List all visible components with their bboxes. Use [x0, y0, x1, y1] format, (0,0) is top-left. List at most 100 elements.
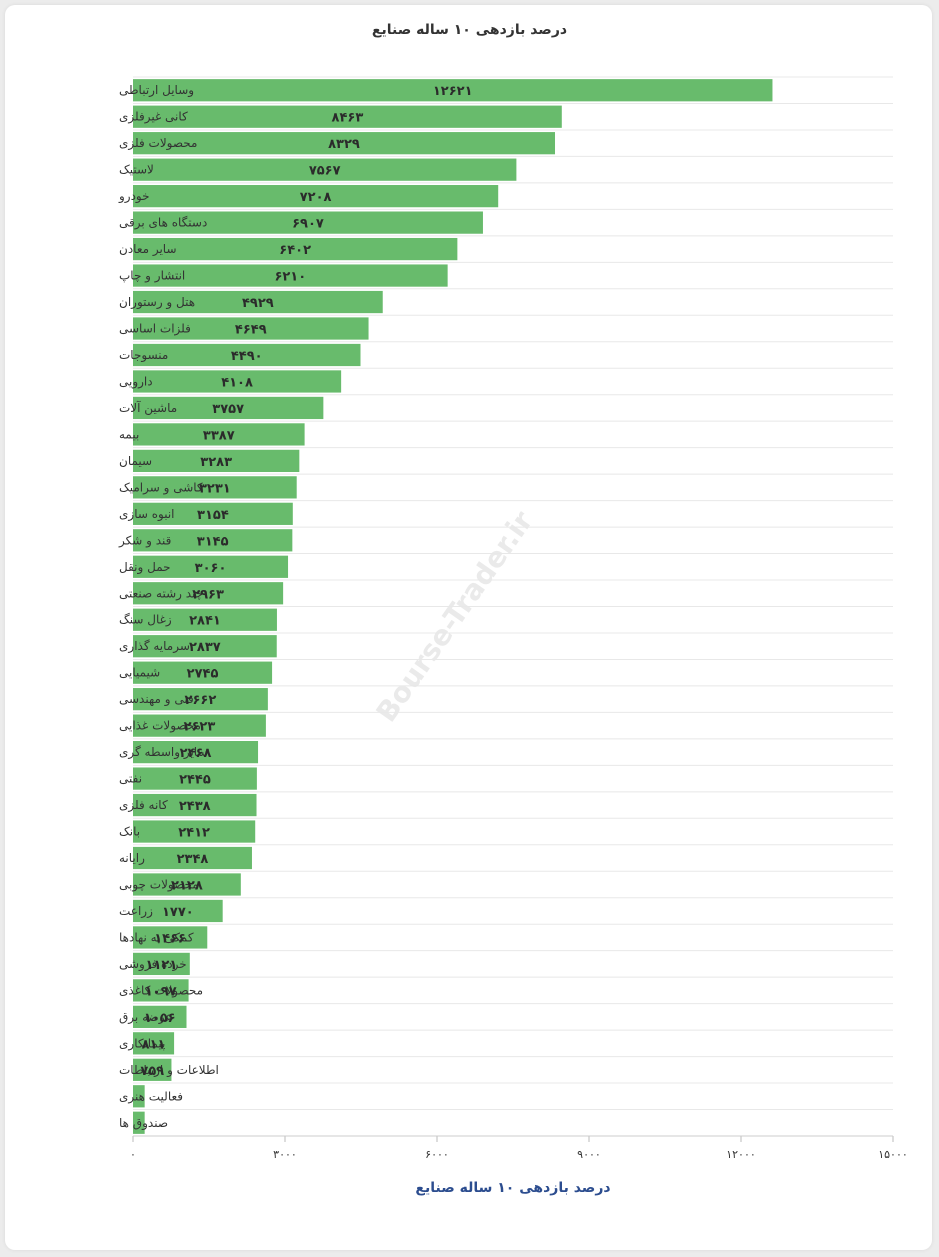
bar	[133, 740, 259, 764]
data-label: ۶۴۰۲	[279, 243, 311, 258]
category-label: کانه فلزی	[119, 798, 168, 813]
bar	[133, 396, 324, 420]
data-label: ۸۳۲۹	[328, 137, 360, 152]
x-tick-label: ۳۰۰۰	[273, 1148, 297, 1161]
data-label: ۳۳۸۷	[203, 428, 235, 443]
category-label: بیمه	[119, 427, 139, 441]
bar	[133, 476, 297, 499]
data-label: ۲۴۴۵	[179, 773, 211, 788]
x-tick-label: ۱۵۰۰۰	[878, 1148, 908, 1161]
data-label: ۱۰۵۶	[144, 1011, 176, 1026]
bar	[133, 158, 517, 181]
data-label: ۷۵۹	[140, 1064, 164, 1079]
bar	[133, 264, 448, 287]
category-label: سایر واسطه گری	[119, 745, 208, 760]
bar	[133, 211, 483, 234]
category-label: محصولات کاغذی	[119, 983, 203, 998]
bar	[133, 979, 189, 1002]
data-label: ۱۴۶۶	[154, 931, 186, 946]
bar	[133, 793, 257, 817]
category-label: انبوه سازی	[119, 507, 175, 522]
data-label: ۲۱۲۸	[171, 878, 203, 893]
data-label: ۲۴۳۸	[179, 799, 211, 814]
bar	[133, 317, 369, 340]
bar	[133, 79, 773, 102]
category-label: سایر معادن	[119, 242, 177, 257]
bar	[133, 820, 256, 843]
data-label: ۲۹۶۳	[192, 587, 224, 602]
data-label: ۳۱۵۴	[197, 508, 229, 523]
x-tick-label: ۶۰۰۰	[425, 1148, 449, 1161]
category-label: شیمیایی	[119, 666, 160, 680]
category-label: فعالیت هنری	[119, 1089, 183, 1104]
data-label: ۳۲۳۱	[199, 481, 231, 496]
category-label: سیمان	[119, 454, 152, 468]
category-label: رایانه	[119, 851, 145, 866]
bar	[133, 502, 293, 525]
bar	[133, 635, 277, 658]
data-label: ۷۲۰۸	[300, 190, 332, 205]
bar	[133, 1032, 175, 1055]
data-label: ۳۷۵۷	[212, 402, 244, 417]
data-label: ۲۷۴۵	[187, 667, 219, 682]
bar	[133, 555, 289, 578]
bar	[133, 608, 277, 631]
data-label: ۴۹۲۹	[242, 296, 274, 311]
data-label: ۸۱۱	[142, 1037, 166, 1052]
category-label: انتشار و چاپ	[119, 269, 185, 284]
data-label: ۲۴۶۸	[180, 746, 212, 761]
data-label: ۳۲۸۳	[200, 455, 232, 470]
bar	[133, 873, 241, 896]
category-label: قند و شکر	[118, 533, 171, 548]
bar	[133, 370, 342, 393]
data-label: ۲۶۲۳	[184, 720, 216, 735]
category-label: محصولات فلزی	[119, 136, 197, 151]
category-label: کاشی و سرامیک	[119, 480, 203, 495]
bar	[133, 952, 190, 976]
bar	[133, 290, 383, 314]
data-label: ۷۵۶۷	[309, 164, 341, 179]
bar	[133, 846, 252, 870]
data-label: ۱۲۶۲۱	[433, 84, 473, 99]
category-label: ماشین آلات	[119, 400, 177, 416]
data-label: ۸۴۶۳	[332, 111, 364, 126]
data-label: ۳۱۴۵	[197, 534, 229, 549]
x-axis-title: درصد بازدهی ۱۰ ساله صنایع	[415, 1180, 611, 1196]
bar	[133, 529, 293, 552]
bar	[133, 926, 208, 949]
category-label: حمل ونقل	[119, 560, 171, 575]
bar	[133, 343, 361, 367]
category-label: دارویی	[119, 374, 153, 389]
data-label: ۲۸۴۱	[189, 614, 221, 629]
bar	[133, 714, 266, 737]
category-label: وسایل ارتباطی	[119, 83, 194, 98]
category-label: فلزات اساسی	[119, 322, 191, 337]
category-label: کانی غیرفلزی	[119, 110, 188, 125]
category-label: اطلاعات و ارتباطات	[119, 1063, 219, 1078]
x-tick-label: ۹۰۰۰	[577, 1148, 601, 1161]
category-label: چند رشته صنعتی	[119, 586, 203, 601]
category-label: محصولات چوبی	[119, 877, 199, 892]
category-label: سرمایه گذاری	[119, 639, 190, 654]
bar	[133, 688, 268, 711]
category-label: عرضه برق	[119, 1010, 173, 1025]
category-label: بانک	[119, 825, 140, 839]
data-label: ۲۳۴۸	[177, 852, 209, 867]
category-label: منسوجات	[119, 348, 168, 363]
bar	[133, 423, 305, 446]
bar	[133, 661, 273, 684]
data-label: ۴۴۹۰	[231, 349, 263, 364]
category-label: زغال سنگ	[119, 613, 172, 628]
category-label: خودرو	[118, 189, 150, 204]
data-label: ۶۹۰۷	[292, 217, 324, 232]
category-label: کمکی به نهادها	[119, 930, 194, 944]
category-label: پیمانکاری	[119, 1036, 165, 1051]
x-tick-label: ۰	[130, 1148, 136, 1161]
data-label: ۴۱۰۸	[221, 375, 253, 390]
category-label: دستگاه های برقی	[119, 216, 207, 231]
category-label: خرده فروشی	[119, 957, 187, 972]
data-label: ۲۸۳۷	[189, 640, 221, 655]
data-label: ۲۶۶۲	[185, 693, 217, 708]
bar	[133, 1058, 172, 1081]
